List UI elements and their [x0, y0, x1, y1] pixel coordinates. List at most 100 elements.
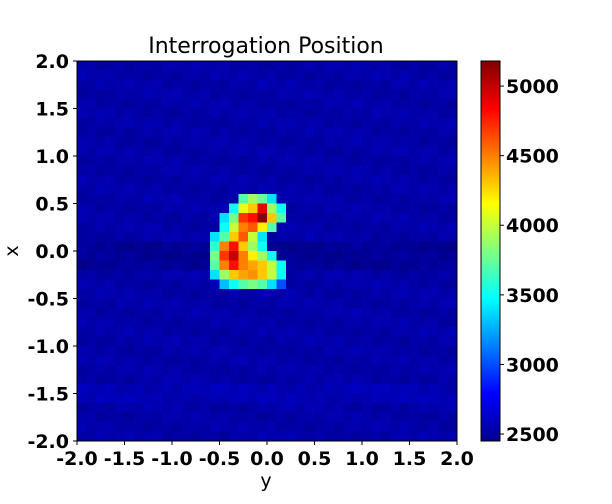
heatmap-cell: [438, 260, 448, 271]
heatmap-cell: [333, 194, 344, 204]
heatmap-cell: [77, 374, 87, 385]
heatmap-cell: [390, 175, 401, 185]
heatmap-cell: [143, 279, 154, 290]
heatmap-cell: [210, 355, 220, 366]
heatmap-cell: [428, 89, 439, 100]
heatmap-cell: [143, 251, 154, 261]
heatmap-cell: [162, 374, 173, 385]
heatmap-cell: [286, 346, 296, 356]
heatmap-cell: [419, 327, 429, 337]
heatmap-cell: [86, 80, 97, 90]
heatmap-cell: [257, 70, 268, 81]
heatmap-cell: [124, 165, 135, 176]
heatmap-cell: [419, 260, 429, 271]
heatmap-cell: [447, 118, 458, 128]
heatmap-cell: [200, 270, 211, 280]
heatmap-cell: [428, 241, 439, 252]
heatmap-cell: [362, 99, 372, 109]
heatmap-cell: [181, 317, 192, 328]
heatmap-cell: [305, 384, 315, 394]
heatmap-cell: [115, 99, 125, 109]
heatmap-cell: [153, 165, 163, 176]
heatmap-cell: [276, 194, 287, 204]
heatmap-cell: [371, 241, 382, 252]
heatmap-cell: [276, 393, 287, 404]
heatmap-cell: [333, 251, 344, 261]
heatmap-cell: [257, 184, 268, 195]
heatmap-cell: [124, 61, 135, 71]
heatmap-cell: [390, 194, 401, 204]
heatmap-cell: [343, 251, 353, 261]
heatmap-cell: [238, 118, 249, 128]
heatmap-cell: [314, 346, 325, 356]
heatmap-cell: [162, 70, 173, 81]
heatmap-cell: [305, 336, 315, 347]
heatmap-cell: [115, 317, 125, 328]
heatmap-cell: [153, 346, 163, 356]
heatmap-cell: [286, 355, 296, 366]
heatmap-cell: [362, 165, 372, 176]
heatmap-cell: [162, 393, 173, 404]
heatmap-cell: [105, 61, 116, 71]
heatmap-cell: [438, 175, 448, 185]
heatmap-cell: [134, 336, 144, 347]
heatmap-cell: [352, 127, 363, 138]
heatmap-cell: [447, 70, 458, 81]
heatmap-cell: [305, 194, 315, 204]
heatmap-cell: [124, 70, 135, 81]
heatmap-cell: [267, 70, 277, 81]
heatmap-cell: [381, 222, 391, 233]
heatmap-cell: [86, 184, 97, 195]
heatmap-cell: [305, 232, 315, 242]
heatmap-cell: [257, 222, 268, 233]
heatmap-cell: [314, 422, 325, 432]
heatmap-cell: [314, 156, 325, 166]
heatmap-cell: [134, 279, 144, 290]
heatmap-cell: [343, 137, 353, 147]
heatmap-cell: [390, 308, 401, 318]
heatmap-cell: [124, 403, 135, 413]
heatmap-cell: [191, 80, 201, 90]
heatmap-cell: [191, 89, 201, 100]
heatmap-cell: [447, 222, 458, 233]
heatmap-cell: [305, 241, 315, 252]
heatmap-cell: [286, 213, 296, 223]
heatmap-cell: [143, 232, 154, 242]
heatmap-cell: [115, 137, 125, 147]
heatmap-cell: [238, 137, 249, 147]
heatmap-cell: [381, 298, 391, 309]
heatmap-cell: [267, 194, 277, 204]
heatmap-cell: [305, 365, 315, 375]
heatmap-cell: [96, 403, 106, 413]
heatmap-cell: [115, 422, 125, 432]
heatmap-cell: [162, 127, 173, 138]
heatmap-cell: [438, 431, 448, 442]
heatmap-cell: [77, 222, 87, 233]
heatmap-cell: [286, 175, 296, 185]
heatmap-cell: [77, 289, 87, 299]
heatmap-cell: [238, 355, 249, 366]
heatmap-cell: [172, 327, 182, 337]
heatmap-cell: [276, 165, 287, 176]
heatmap-cell: [447, 317, 458, 328]
heatmap-cell: [172, 270, 182, 280]
heatmap-cell: [362, 70, 372, 81]
heatmap-cell: [438, 241, 448, 252]
heatmap-cell: [257, 241, 268, 252]
heatmap-cell: [77, 308, 87, 318]
heatmap-cell: [295, 279, 306, 290]
heatmap-cell: [400, 403, 410, 413]
heatmap-cell: [181, 241, 192, 252]
heatmap-cell: [324, 146, 334, 157]
heatmap-cell: [219, 194, 230, 204]
heatmap-cell: [96, 393, 106, 404]
heatmap-cell: [267, 118, 277, 128]
heatmap-cell: [428, 365, 439, 375]
heatmap-cell: [314, 279, 325, 290]
heatmap-cell: [267, 156, 277, 166]
heatmap-cell: [390, 118, 401, 128]
heatmap-cell: [77, 327, 87, 337]
heatmap-cell: [153, 213, 163, 223]
heatmap-cell: [400, 118, 410, 128]
heatmap-cell: [409, 194, 420, 204]
